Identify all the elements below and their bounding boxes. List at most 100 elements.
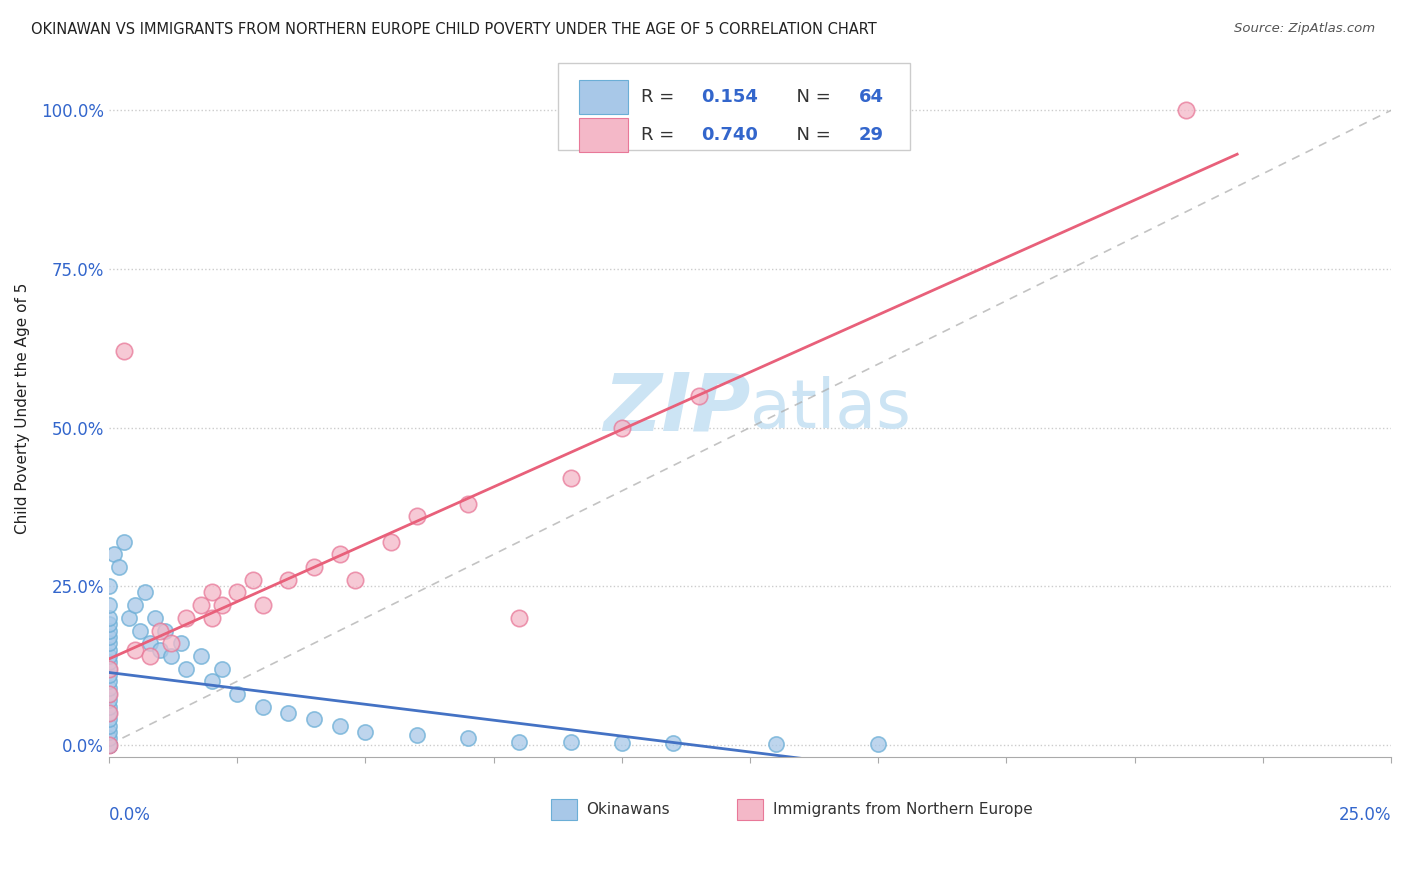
- Point: [560, 734, 582, 748]
- Point: [98, 738, 121, 752]
- Point: [277, 706, 299, 720]
- Point: [610, 420, 633, 434]
- Point: [98, 712, 121, 726]
- Point: [98, 611, 121, 625]
- Point: [277, 573, 299, 587]
- Point: [329, 719, 352, 733]
- Point: [200, 585, 222, 599]
- Text: N =: N =: [785, 88, 837, 106]
- Point: [108, 560, 131, 574]
- Point: [134, 585, 156, 599]
- Point: [662, 736, 685, 750]
- Point: [98, 725, 121, 739]
- Point: [190, 598, 212, 612]
- Point: [765, 737, 787, 751]
- Text: N =: N =: [785, 126, 837, 144]
- Point: [211, 598, 233, 612]
- Point: [118, 611, 141, 625]
- Point: [174, 611, 197, 625]
- Point: [98, 731, 121, 746]
- Point: [329, 548, 352, 562]
- Point: [98, 642, 121, 657]
- Point: [98, 738, 121, 752]
- Point: [159, 648, 181, 663]
- Text: 25.0%: 25.0%: [1339, 806, 1391, 824]
- Point: [103, 548, 125, 562]
- Point: [508, 734, 530, 748]
- Point: [226, 687, 249, 701]
- Point: [170, 636, 193, 650]
- Point: [112, 534, 135, 549]
- Point: [98, 738, 121, 752]
- Bar: [551, 799, 576, 821]
- Point: [190, 648, 212, 663]
- Point: [98, 648, 121, 663]
- Point: [242, 573, 264, 587]
- Point: [405, 728, 427, 742]
- Point: [380, 534, 402, 549]
- Point: [98, 668, 121, 682]
- Point: [98, 598, 121, 612]
- Point: [98, 706, 121, 720]
- Point: [200, 674, 222, 689]
- Point: [98, 681, 121, 695]
- Point: [149, 624, 172, 638]
- Point: [98, 617, 121, 632]
- Text: Immigrants from Northern Europe: Immigrants from Northern Europe: [773, 802, 1033, 817]
- Text: 0.0%: 0.0%: [110, 806, 150, 824]
- Text: Okinawans: Okinawans: [586, 802, 669, 817]
- Point: [98, 699, 121, 714]
- Point: [98, 662, 121, 676]
- Point: [98, 674, 121, 689]
- Point: [200, 611, 222, 625]
- Point: [98, 738, 121, 752]
- Point: [149, 642, 172, 657]
- Text: OKINAWAN VS IMMIGRANTS FROM NORTHERN EUROPE CHILD POVERTY UNDER THE AGE OF 5 COR: OKINAWAN VS IMMIGRANTS FROM NORTHERN EUR…: [31, 22, 877, 37]
- Point: [124, 598, 146, 612]
- Bar: [737, 799, 763, 821]
- Point: [211, 662, 233, 676]
- Point: [302, 712, 325, 726]
- Point: [143, 611, 166, 625]
- Point: [98, 738, 121, 752]
- Point: [124, 642, 146, 657]
- Point: [354, 725, 377, 739]
- Point: [868, 737, 890, 751]
- Point: [252, 699, 274, 714]
- Point: [98, 738, 121, 752]
- Text: 0.154: 0.154: [702, 88, 758, 106]
- Point: [98, 706, 121, 720]
- Point: [98, 738, 121, 752]
- Point: [98, 655, 121, 669]
- Point: [112, 344, 135, 359]
- Point: [98, 687, 121, 701]
- Point: [508, 611, 530, 625]
- Point: [98, 630, 121, 644]
- Point: [688, 389, 710, 403]
- Text: 0.740: 0.740: [702, 126, 758, 144]
- Point: [159, 636, 181, 650]
- Bar: [579, 80, 628, 114]
- Point: [98, 693, 121, 707]
- Point: [155, 624, 177, 638]
- Point: [457, 497, 479, 511]
- Point: [128, 624, 150, 638]
- Point: [560, 471, 582, 485]
- Point: [405, 509, 427, 524]
- Point: [139, 648, 162, 663]
- Point: [302, 560, 325, 574]
- Bar: [579, 118, 628, 152]
- Text: 64: 64: [859, 88, 884, 106]
- Point: [98, 636, 121, 650]
- Text: R =: R =: [641, 126, 681, 144]
- Point: [610, 736, 633, 750]
- Text: 29: 29: [859, 126, 884, 144]
- Text: atlas: atlas: [749, 376, 911, 442]
- Point: [1174, 103, 1197, 118]
- Point: [98, 738, 121, 752]
- FancyBboxPatch shape: [558, 63, 910, 151]
- Point: [139, 636, 162, 650]
- Point: [98, 624, 121, 638]
- Point: [174, 662, 197, 676]
- Point: [98, 738, 121, 752]
